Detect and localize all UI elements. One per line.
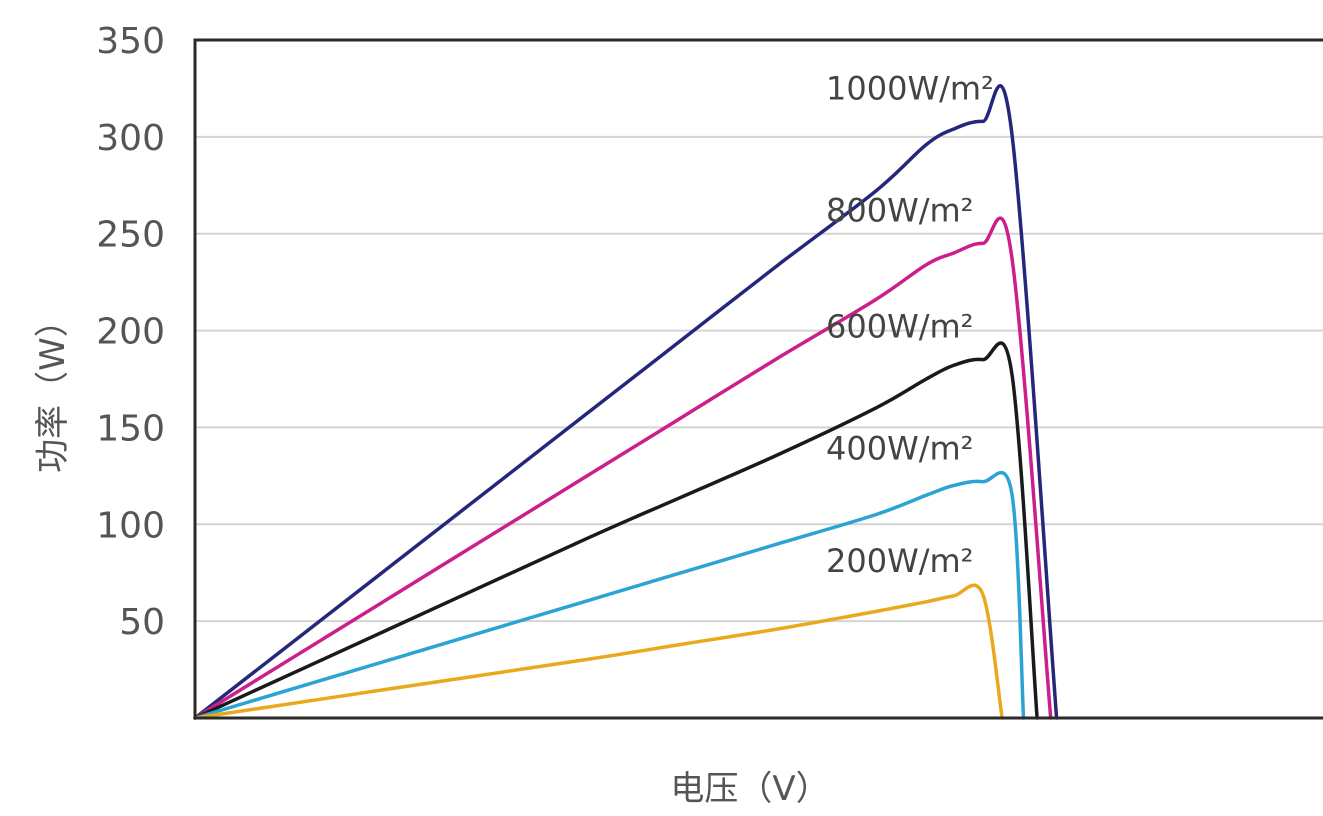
y-tick-label: 300	[96, 118, 165, 159]
y-axis-title: 功率（W）	[33, 303, 73, 473]
series-line	[193, 341, 1039, 720]
series-label: 400W/m²	[826, 430, 974, 468]
series-label: 1000W/m²	[826, 69, 994, 107]
y-tick-label: 200	[96, 312, 165, 353]
series-line	[193, 216, 1053, 720]
series-line	[193, 583, 1004, 720]
series-label: 200W/m²	[826, 542, 974, 580]
series-label: 800W/m²	[826, 191, 974, 229]
y-tick-label: 50	[119, 602, 165, 643]
x-axis-title: 电压（V）	[670, 769, 829, 809]
y-tick-label: 250	[96, 215, 165, 256]
series-line	[193, 470, 1026, 720]
axes	[193, 38, 1323, 720]
axis-frame	[193, 38, 1323, 720]
gridlines	[195, 135, 1323, 623]
series-group	[193, 84, 1059, 720]
series-line	[193, 84, 1059, 720]
y-tick-label: 150	[96, 408, 165, 449]
series-labels: 1000W/m² 800W/m² 600W/m² 400W/m² 200W/m²	[826, 69, 994, 580]
series-label: 600W/m²	[826, 308, 974, 346]
y-tick-label: 100	[96, 505, 165, 546]
y-tick-label: 350	[96, 21, 165, 62]
y-axis-ticks: 50 100 150 200 250 300 350	[96, 21, 165, 643]
